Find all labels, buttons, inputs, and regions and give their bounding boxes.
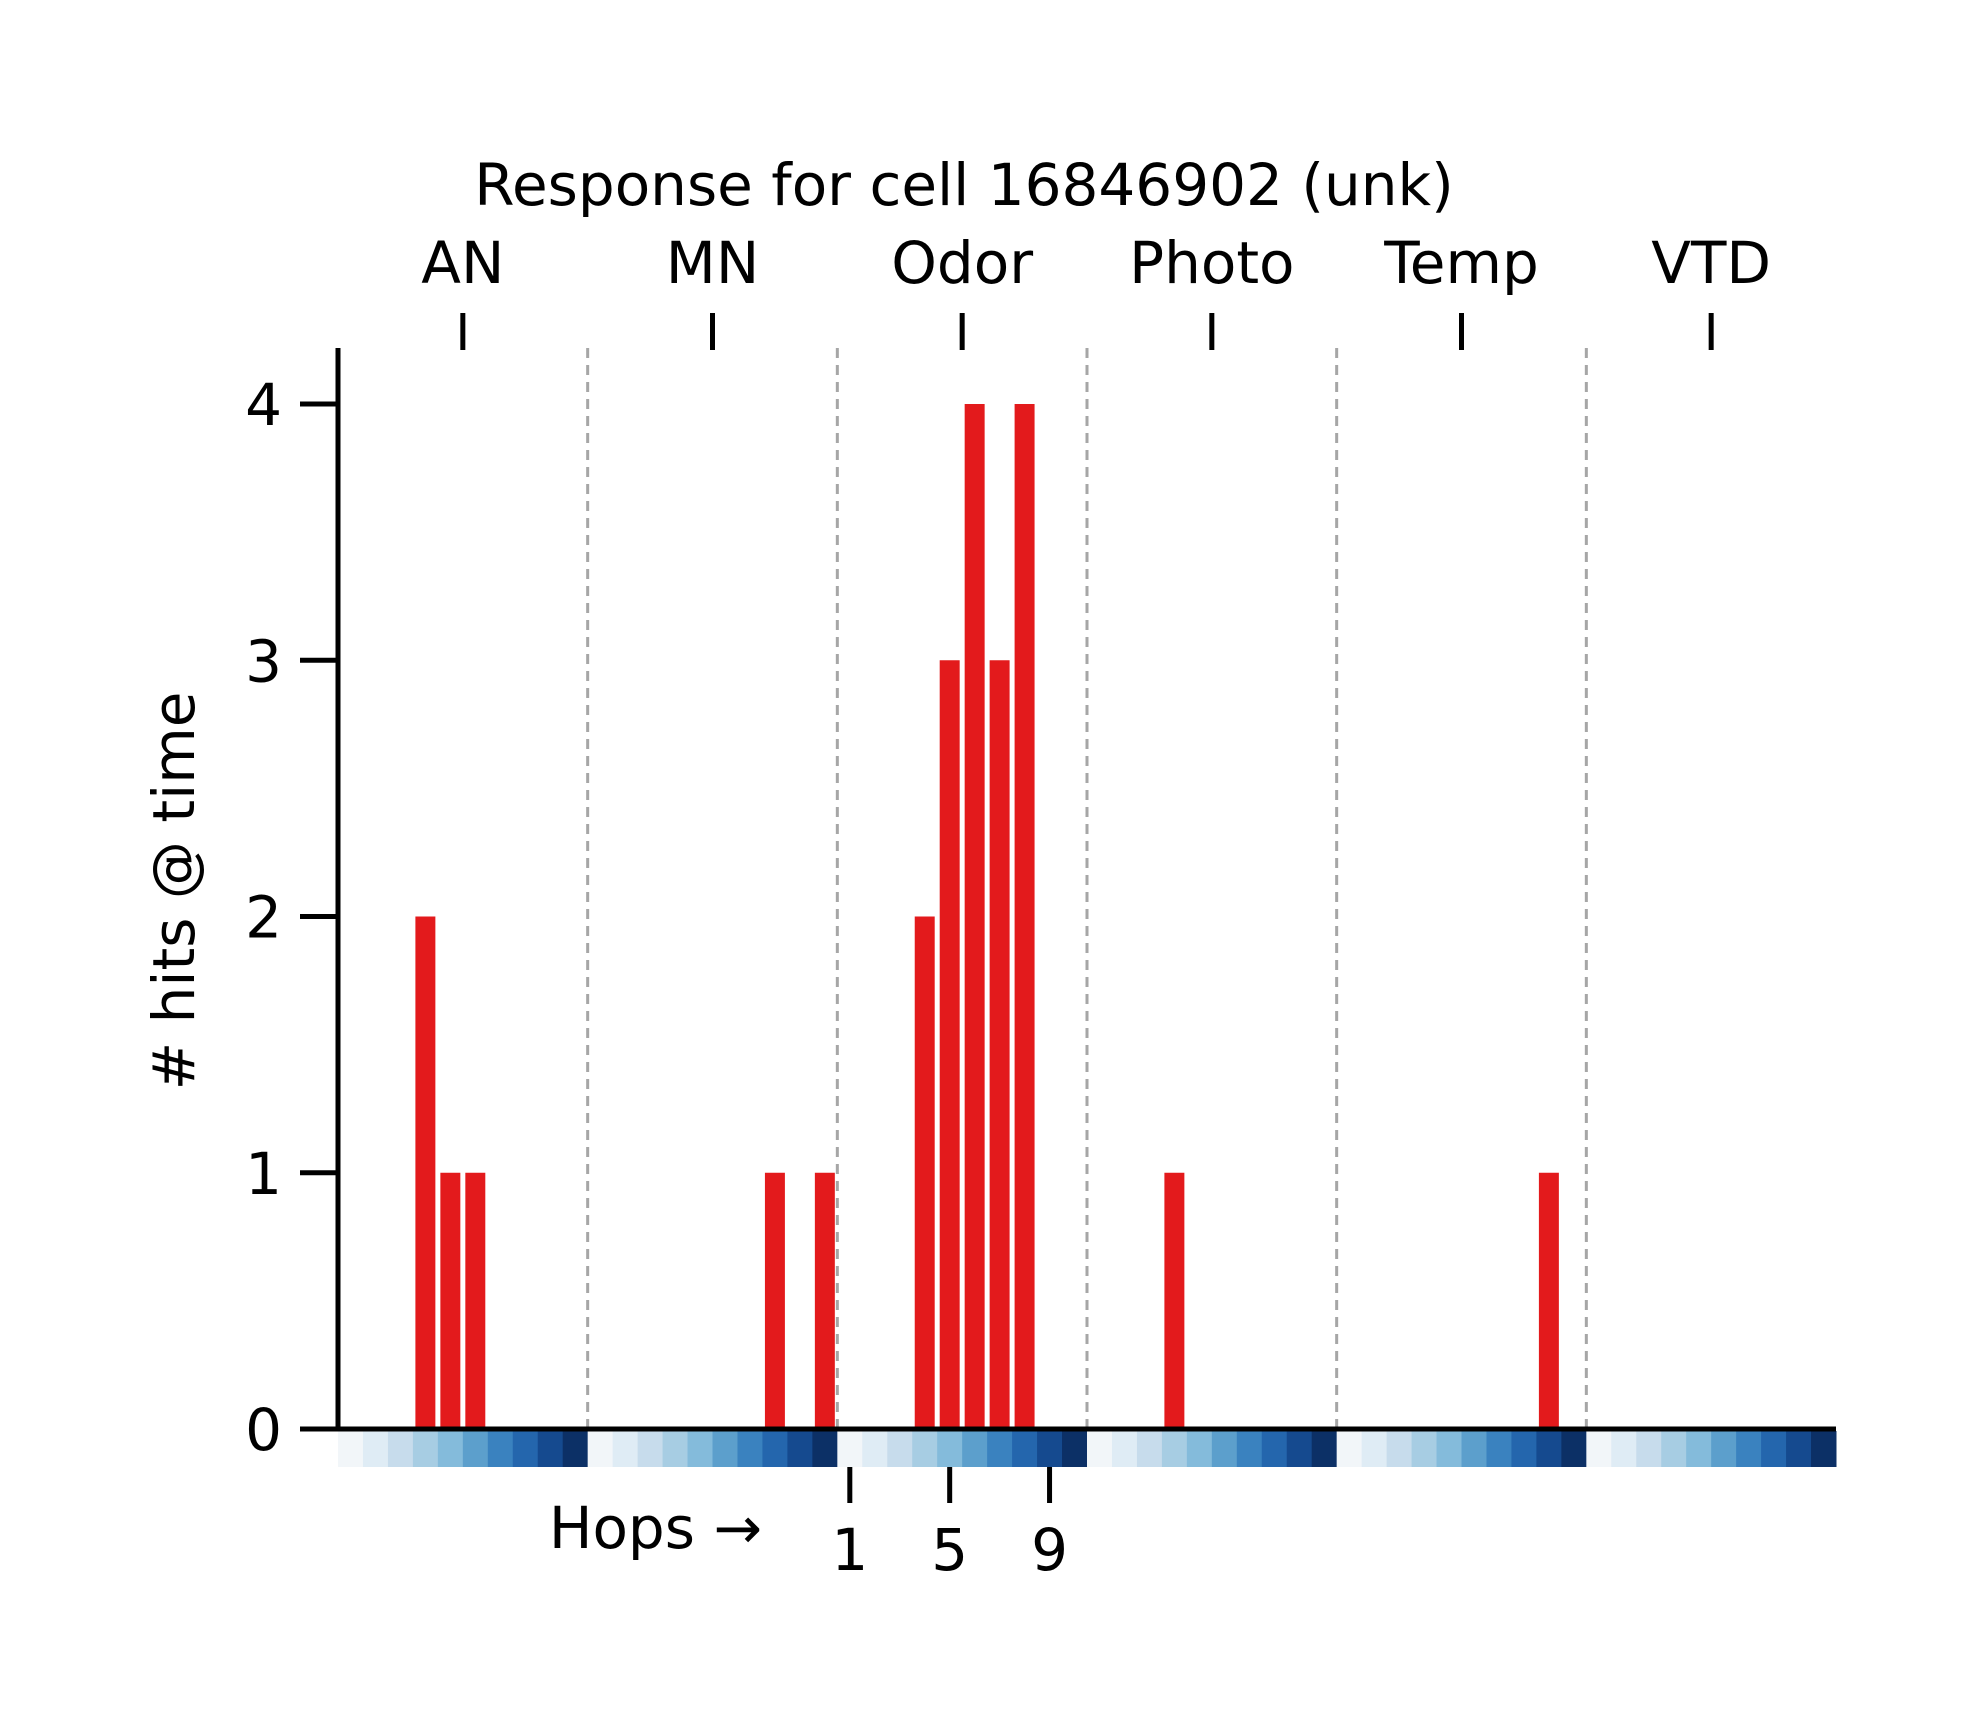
- hop-cell: [937, 1431, 963, 1467]
- hop-cell: [387, 1431, 414, 1467]
- hop-cell: [1386, 1431, 1413, 1467]
- bar-photo-hop-4: [1164, 1172, 1185, 1429]
- hop-cell: [712, 1431, 738, 1467]
- hop-cell: [487, 1431, 514, 1467]
- y-tick-label: 4: [245, 371, 282, 439]
- hop-cell: [412, 1431, 439, 1467]
- hop-cell: [1136, 1431, 1163, 1467]
- hop-cell: [1261, 1431, 1288, 1467]
- hop-cell: [1661, 1431, 1687, 1467]
- hop-cell: [512, 1431, 539, 1467]
- hop-cell: [1486, 1431, 1512, 1467]
- hop-cell: [1161, 1431, 1188, 1467]
- hop-cell: [587, 1431, 614, 1467]
- category-label-odor: Odor: [891, 229, 1033, 297]
- hop-cell: [1736, 1431, 1762, 1467]
- y-tick-label: 3: [245, 627, 282, 695]
- category-label-photo: Photo: [1129, 229, 1294, 297]
- hop-cell: [437, 1431, 464, 1467]
- hop-cell: [837, 1431, 863, 1467]
- hop-cell: [637, 1431, 664, 1467]
- hop-cell: [462, 1431, 489, 1467]
- bar-an-hop-5: [440, 1172, 461, 1429]
- bar-mn-hop-8: [764, 1172, 785, 1429]
- hop-cell: [1586, 1431, 1612, 1467]
- hop-cell: [1186, 1431, 1213, 1467]
- hop-cell: [1037, 1431, 1063, 1467]
- hop-cell: [862, 1431, 888, 1467]
- hop-cell: [1311, 1431, 1338, 1467]
- hop-cell: [887, 1431, 913, 1467]
- hop-cell: [1087, 1431, 1113, 1467]
- bar-odor-hop-8: [1014, 404, 1035, 1429]
- hop-cell: [1711, 1431, 1737, 1467]
- hop-cell: [1336, 1431, 1363, 1467]
- hop-cell: [987, 1431, 1013, 1467]
- category-label-temp: Temp: [1383, 229, 1539, 297]
- hop-cell: [1236, 1431, 1263, 1467]
- hop-cell: [662, 1431, 689, 1467]
- category-separators: [586, 348, 1588, 1429]
- hop-cell: [1062, 1431, 1088, 1467]
- hop-cell: [612, 1431, 639, 1467]
- bar-an-hop-4: [415, 916, 436, 1429]
- hop-cell: [1411, 1431, 1438, 1467]
- category-label-vtd: VTD: [1651, 229, 1771, 297]
- hop-cell: [687, 1431, 713, 1467]
- hop-cell: [787, 1431, 813, 1467]
- hop-cell: [1436, 1431, 1462, 1467]
- bar-odor-hop-7: [989, 660, 1010, 1429]
- hop-cell: [338, 1431, 364, 1467]
- category-label-mn: MN: [666, 229, 759, 297]
- y-axis: 0 1 2 3 4: [245, 348, 341, 1464]
- hop-cell: [1211, 1431, 1238, 1467]
- hop-cell: [1111, 1431, 1138, 1467]
- bar-odor-hop-4: [914, 916, 935, 1429]
- hop-cell: [1361, 1431, 1388, 1467]
- bar-an-hop-6: [465, 1172, 486, 1429]
- hop-cell: [1686, 1431, 1712, 1467]
- hop-cell: [762, 1431, 788, 1467]
- hops-label: Hops →: [549, 1494, 762, 1562]
- hop-cell: [1561, 1431, 1587, 1467]
- y-tick-label: 2: [245, 884, 282, 952]
- hop-cell: [1786, 1431, 1812, 1467]
- y-axis-label: # hits @ time: [140, 692, 208, 1091]
- bar-temp-hop-9: [1538, 1172, 1559, 1429]
- hop-cell: [1511, 1431, 1537, 1467]
- hop-cell: [537, 1431, 564, 1467]
- bar-odor-hop-6: [964, 404, 985, 1429]
- category-label-an: AN: [421, 229, 504, 297]
- hop-cell: [737, 1431, 763, 1467]
- hop-cell: [1286, 1431, 1313, 1467]
- bar-mn-hop-10: [814, 1172, 835, 1429]
- hop-cell: [812, 1431, 838, 1467]
- hop-cell: [1611, 1431, 1637, 1467]
- hop-cell: [962, 1431, 988, 1467]
- y-tick-label: 1: [245, 1140, 282, 1208]
- hop-cell: [1636, 1431, 1662, 1467]
- hop-color-strip: [338, 1431, 1837, 1467]
- hop-cell: [362, 1431, 389, 1467]
- hops-tick-label: 5: [931, 1516, 968, 1584]
- hop-cell: [1536, 1431, 1562, 1467]
- top-category-axis: AN MN Odor Photo Temp VTD: [421, 229, 1771, 350]
- bars: [415, 404, 1559, 1429]
- chart-title: Response for cell 16846902 (unk): [474, 151, 1453, 219]
- hop-cell: [562, 1431, 589, 1467]
- hop-cell: [912, 1431, 938, 1467]
- hop-cell: [1811, 1431, 1837, 1467]
- hop-cell: [1012, 1431, 1038, 1467]
- y-tick-label: 0: [245, 1396, 282, 1464]
- hops-tick-label: 9: [1031, 1516, 1068, 1584]
- bar-odor-hop-5: [939, 660, 960, 1429]
- hop-cell: [1761, 1431, 1787, 1467]
- hops-tick-label: 1: [831, 1516, 868, 1584]
- hop-cell: [1461, 1431, 1487, 1467]
